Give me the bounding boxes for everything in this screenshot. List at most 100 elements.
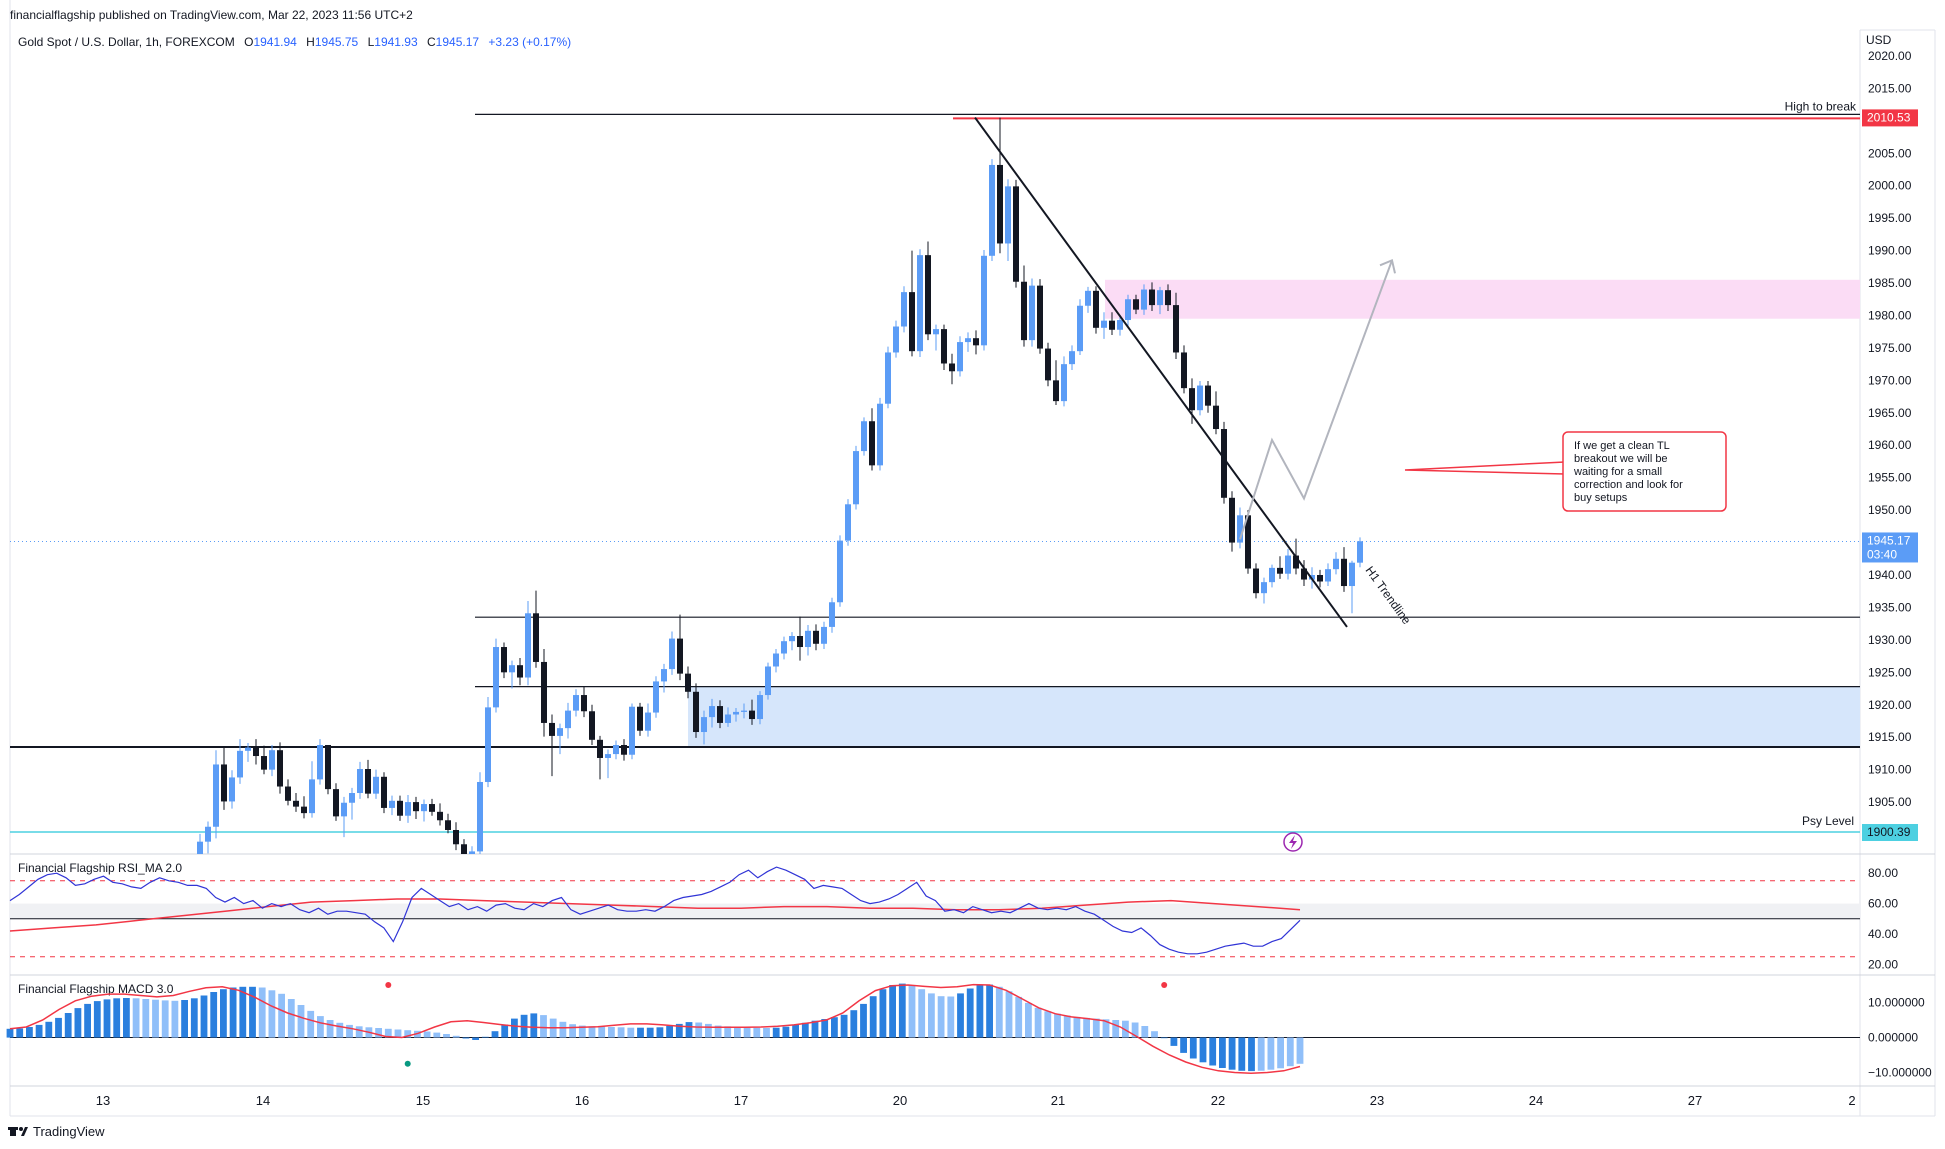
candle-body xyxy=(205,826,211,842)
candle-body xyxy=(1229,497,1235,543)
candle-body xyxy=(429,804,435,812)
candle-body xyxy=(613,744,619,755)
tradingview-logo[interactable]: TradingView xyxy=(8,1124,105,1139)
lightning-icon[interactable] xyxy=(1283,832,1303,852)
candle-body xyxy=(1133,299,1139,310)
macd-hist-bar xyxy=(675,1023,683,1038)
candle-body xyxy=(269,750,275,770)
time-axis[interactable]: 13 14 15 16 17 20 21 22 23 24 27 2 xyxy=(96,1093,1856,1108)
candle-body xyxy=(901,292,907,327)
macd-hist-bar xyxy=(501,1024,509,1038)
price-tick-label: 1915.00 xyxy=(1868,730,1912,744)
macd-hist-bar xyxy=(443,1034,450,1038)
h1-trendline[interactable] xyxy=(974,117,1348,628)
candle-body xyxy=(941,329,947,364)
candle-body xyxy=(861,421,867,452)
macd-hist-bar xyxy=(511,1018,518,1038)
macd-hist-bar xyxy=(1151,1031,1158,1038)
candle-body xyxy=(669,638,675,670)
price-tick-label: 1905.00 xyxy=(1868,795,1912,809)
callout-pointer xyxy=(1404,461,1566,475)
macd-hist-bar xyxy=(355,1026,363,1038)
candle-body xyxy=(365,769,371,794)
macd-hist-bar xyxy=(394,1029,402,1038)
price-axis[interactable]: 2020.002015.002010.002005.002000.001995.… xyxy=(1868,49,1912,809)
time-tick-label: 15 xyxy=(416,1093,430,1108)
price-tick-label: 1935.00 xyxy=(1868,600,1912,614)
candle-body xyxy=(357,769,363,794)
candle-body xyxy=(1101,320,1107,328)
symbol-name: Gold Spot / U.S. Dollar, 1h, FOREXCOM xyxy=(18,35,235,49)
candle-body xyxy=(1005,186,1011,244)
candle-body xyxy=(285,786,291,801)
rsi-tick-label: 40.00 xyxy=(1868,927,1898,941)
candle-body xyxy=(685,673,691,692)
symbol-info: Gold Spot / U.S. Dollar, 1h, FOREXCOM O1… xyxy=(18,35,571,49)
macd-hist-bar xyxy=(1141,1026,1149,1038)
high-to-break-label: High to break xyxy=(1785,99,1857,113)
rsi-axis: 80.00 60.00 40.00 20.00 xyxy=(1868,866,1898,971)
candle-body xyxy=(1325,569,1331,582)
macd-hist-bar xyxy=(258,987,266,1038)
macd-hist-bar xyxy=(1170,1037,1178,1046)
macd-hist-bar xyxy=(695,1022,703,1038)
candle-body xyxy=(597,739,603,758)
macd-hist-bar xyxy=(801,1022,809,1038)
macd-hist-bar xyxy=(608,1027,615,1038)
macd-hist-bar xyxy=(123,998,130,1038)
macd-hist-bar xyxy=(821,1019,829,1038)
macd-hist-bar xyxy=(171,1000,179,1038)
macd-hist-bar xyxy=(957,993,964,1038)
price-tick-label: 2015.00 xyxy=(1868,81,1912,95)
macd-hist-bar xyxy=(928,993,935,1038)
candle-body xyxy=(1125,299,1131,321)
supply-zone xyxy=(1105,279,1860,319)
candle-body xyxy=(869,421,875,466)
macd-axis: 10.000000 0.000000 −10.000000 xyxy=(1868,996,1932,1080)
macd-hist-bar xyxy=(869,996,877,1038)
rsi-tick-label: 20.00 xyxy=(1868,957,1898,971)
candle-body xyxy=(413,802,419,812)
macd-hist-bar xyxy=(1073,1016,1081,1038)
macd-hist-bar xyxy=(103,999,111,1038)
candle-body xyxy=(973,338,979,346)
macd-hist-bar xyxy=(705,1023,712,1038)
price-tick-label: 1940.00 xyxy=(1868,568,1912,582)
sell-signal-dot xyxy=(385,982,392,988)
macd-tick-label: 0.000000 xyxy=(1868,1031,1918,1045)
macd-hist-bar xyxy=(1034,1007,1042,1038)
macd-hist-bar xyxy=(976,985,984,1038)
candle-body xyxy=(1149,289,1155,306)
candle-body xyxy=(333,789,339,817)
high-value: 1945.75 xyxy=(315,35,359,49)
macd-hist-bar xyxy=(753,1027,761,1038)
time-tick-label: 2 xyxy=(1848,1093,1855,1108)
candle-body xyxy=(1245,515,1251,569)
high-label: H xyxy=(306,35,315,49)
candle-body xyxy=(1237,515,1243,543)
macd-hist-bar xyxy=(142,999,150,1038)
rsi-tick-label: 80.00 xyxy=(1868,866,1898,880)
macd-hist-bar xyxy=(16,1028,24,1038)
price-tick-label: 1930.00 xyxy=(1868,633,1912,647)
macd-hist-bar xyxy=(734,1026,741,1038)
macd-hist-bar xyxy=(336,1022,344,1038)
macd-hist-bar xyxy=(811,1020,819,1038)
callout-box[interactable] xyxy=(1562,431,1727,512)
candle-body xyxy=(437,811,443,821)
macd-hist-bar xyxy=(782,1026,790,1038)
low-label: L xyxy=(368,35,375,49)
candle-body xyxy=(405,802,411,816)
macd-hist-bar xyxy=(6,1028,14,1038)
projection-path[interactable] xyxy=(1239,259,1393,540)
candle-body xyxy=(1277,567,1283,574)
bar-countdown: 03:40 xyxy=(1867,547,1897,561)
macd-hist-bar xyxy=(152,999,159,1038)
currency-label: USD xyxy=(1866,33,1892,47)
candle-body xyxy=(1077,305,1083,352)
macd-hist-bar xyxy=(947,996,955,1038)
candle-body xyxy=(373,776,379,794)
macd-hist-bar xyxy=(1228,1037,1236,1070)
macd-hist-bar xyxy=(540,1015,547,1038)
